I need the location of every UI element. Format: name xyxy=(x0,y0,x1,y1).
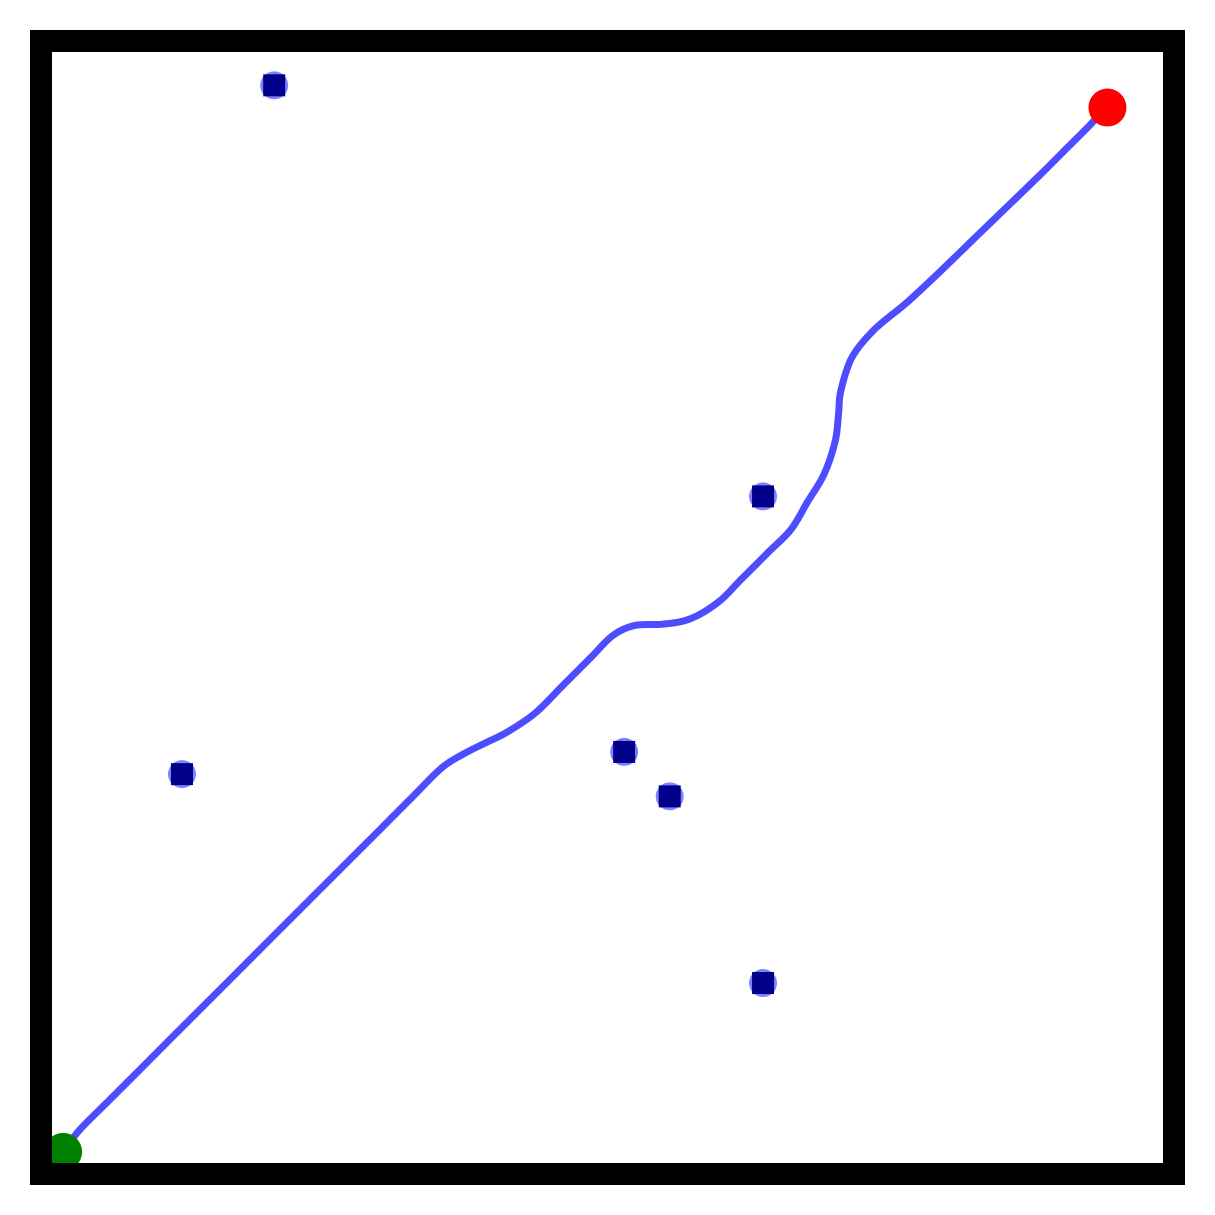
obstacle-3 xyxy=(167,760,196,789)
obstacle-4 xyxy=(610,737,639,766)
obstacle-layer xyxy=(167,71,778,998)
obstacle-block xyxy=(752,485,775,508)
obstacle-2 xyxy=(749,482,778,511)
obstacle-5 xyxy=(655,782,684,811)
marker-layer xyxy=(44,88,1127,1171)
goal-marker xyxy=(1088,88,1127,127)
start-marker xyxy=(44,1132,83,1171)
obstacle-block xyxy=(170,763,193,786)
obstacle-block xyxy=(658,785,681,808)
path-layer xyxy=(59,104,1111,1156)
obstacle-1 xyxy=(260,71,289,100)
obstacle-block xyxy=(263,74,286,97)
environment-border xyxy=(30,30,1185,1185)
obstacle-block xyxy=(752,972,775,995)
obstacle-block xyxy=(613,740,636,763)
planned-path xyxy=(59,104,1111,1156)
obstacle-6 xyxy=(749,969,778,998)
